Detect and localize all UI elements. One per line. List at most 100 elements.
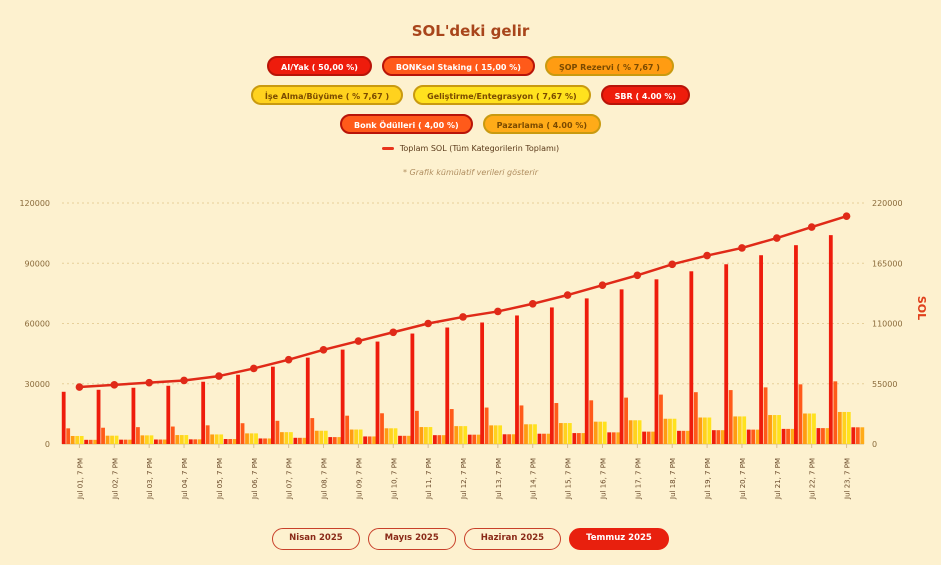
x-tick-label: Jul 19, 7 PM — [704, 458, 712, 500]
total-point — [773, 234, 781, 242]
y-right-tick-label: 220000 — [872, 199, 903, 208]
bar — [70, 435, 75, 444]
bar — [458, 426, 463, 444]
total-point — [215, 372, 223, 380]
month-button-mayis[interactable]: Mayıs 2025 — [367, 528, 456, 550]
total-point — [738, 244, 746, 252]
bar — [219, 434, 224, 444]
x-tick-label: Jul 14, 7 PM — [530, 458, 538, 500]
bar — [794, 245, 798, 444]
bar — [201, 381, 206, 444]
month-button-nisan[interactable]: Nisan 2025 — [272, 528, 360, 550]
bar — [232, 439, 237, 444]
bar — [724, 264, 729, 444]
bar — [437, 435, 442, 444]
bar — [502, 434, 507, 444]
bar — [419, 427, 424, 444]
x-tick-label: Jul 07, 7 PM — [286, 458, 294, 500]
legend-total[interactable]: Toplam SOL (Tüm Kategorilerin Toplamı) — [0, 144, 941, 153]
bar — [681, 430, 686, 444]
x-tick-label: Jul 13, 7 PM — [495, 458, 503, 500]
bar — [128, 439, 132, 444]
bar — [358, 429, 363, 444]
x-tick-label: Jul 15, 7 PM — [565, 458, 573, 500]
bar — [828, 235, 833, 444]
total-point — [633, 271, 642, 280]
legend-bonk-odulleri[interactable]: Bonk Ödülleri ( 4,00 %) — [340, 114, 473, 134]
bar — [489, 425, 494, 444]
bar — [197, 439, 202, 444]
bar — [751, 429, 756, 444]
bar — [131, 387, 136, 444]
bar — [445, 327, 450, 444]
bar — [184, 435, 189, 444]
total-line — [79, 214, 847, 389]
legend-gelistirme[interactable]: Geliştirme/Entegrasyon ( 7,67 %) — [413, 85, 591, 105]
bar — [280, 432, 284, 444]
bar — [537, 433, 542, 444]
bar — [66, 428, 71, 444]
bar — [136, 427, 140, 444]
bar — [663, 418, 668, 444]
bar — [84, 439, 89, 444]
chart-title: SOL'deki gelir — [411, 22, 530, 40]
total-point — [389, 328, 398, 337]
total-point — [598, 281, 607, 289]
bar — [686, 430, 690, 444]
bar — [380, 413, 384, 444]
bar — [821, 428, 825, 444]
bar — [633, 420, 637, 444]
total-line-swatch — [381, 147, 394, 150]
bar — [289, 432, 293, 444]
bar — [302, 437, 307, 444]
legend-bonksol-staking[interactable]: BONKsol Staking ( 15,00 %) — [381, 56, 535, 76]
bar — [790, 428, 795, 444]
legend-sbr[interactable]: SBR ( 4.00 %) — [600, 85, 691, 105]
bar — [515, 315, 519, 444]
bar — [314, 430, 319, 444]
bar — [423, 427, 428, 444]
bar — [737, 416, 742, 444]
bar — [637, 420, 642, 444]
total-point — [145, 378, 153, 387]
bar — [711, 430, 716, 444]
legend-sop-rezervi[interactable]: ŞOP Rezervi ( % 7,67 ) — [544, 56, 674, 76]
legend-ise-alma[interactable]: İşe Alma/Büyüme ( % 7,67 ) — [250, 85, 404, 105]
bar — [860, 427, 865, 444]
legend-ai-yak[interactable]: AI/Yak ( 50,00 %) — [267, 56, 372, 76]
bar — [546, 433, 551, 444]
bar — [363, 436, 368, 444]
total-point — [528, 299, 537, 308]
bar — [354, 429, 359, 444]
bar — [493, 425, 498, 444]
y-left-tick-label: 90000 — [25, 259, 50, 268]
bar — [846, 411, 851, 444]
bar — [589, 400, 594, 444]
bar — [140, 435, 145, 444]
bar — [323, 430, 328, 444]
bar — [533, 424, 537, 444]
bar — [803, 413, 807, 444]
x-tick-label: Jul 20, 7 PM — [739, 458, 747, 500]
bar — [602, 421, 607, 444]
x-tick-label: Jul 01, 7 PM — [76, 458, 84, 500]
bar — [367, 436, 372, 444]
bar — [593, 421, 598, 444]
bar — [707, 417, 712, 444]
bar — [340, 349, 345, 444]
bar — [101, 427, 105, 444]
total-point — [703, 251, 711, 260]
month-button-haziran[interactable]: Haziran 2025 — [463, 528, 562, 550]
total-point — [284, 355, 293, 364]
bar — [702, 417, 707, 444]
bar — [166, 385, 171, 444]
x-tick-label: Jul 21, 7 PM — [774, 458, 782, 500]
month-button-temmuz[interactable]: Temmuz 2025 — [569, 528, 669, 550]
bar — [472, 434, 477, 444]
total-point — [668, 260, 677, 269]
bar — [175, 435, 180, 444]
bar — [646, 431, 651, 444]
bar — [484, 407, 489, 444]
bar — [372, 436, 377, 444]
legend-pazarlama[interactable]: Pazarlama ( 4.00 %) — [482, 114, 601, 134]
